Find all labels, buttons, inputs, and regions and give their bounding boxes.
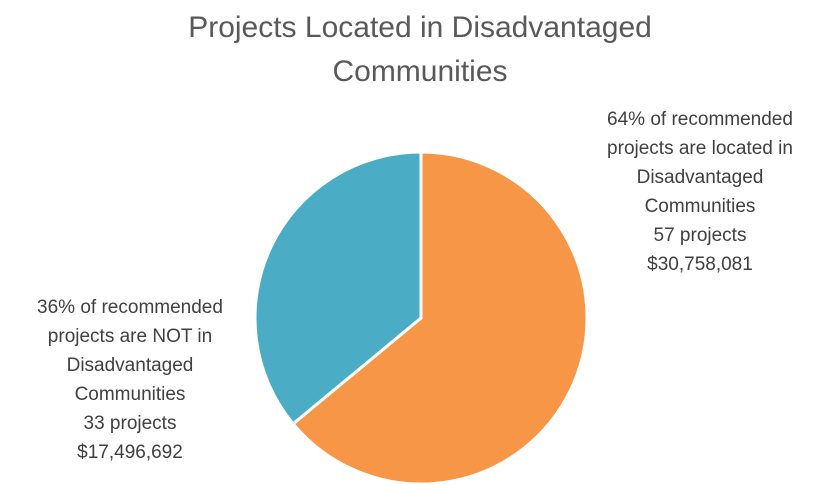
data-label: $17,496,692	[77, 442, 183, 463]
data-label: 36% of recommended	[37, 297, 223, 318]
pie-slice	[253, 150, 423, 426]
data-label: Disadvantaged	[67, 355, 194, 376]
data-label: 57 projects	[654, 225, 747, 246]
data-label: Communities	[75, 384, 186, 405]
data-label: $30,758,081	[647, 254, 753, 275]
data-label: projects are NOT in	[48, 326, 212, 347]
data-label: Disadvantaged	[637, 167, 764, 188]
pie-slice	[290, 150, 589, 485]
chart-title: Projects Located in Disadvantaged Commun…	[188, 11, 652, 88]
data-label: projects are located in	[607, 138, 793, 159]
data-label: 64% of recommended	[607, 109, 793, 130]
data-label: Communities	[645, 196, 756, 217]
data-label: 33 projects	[84, 413, 177, 434]
